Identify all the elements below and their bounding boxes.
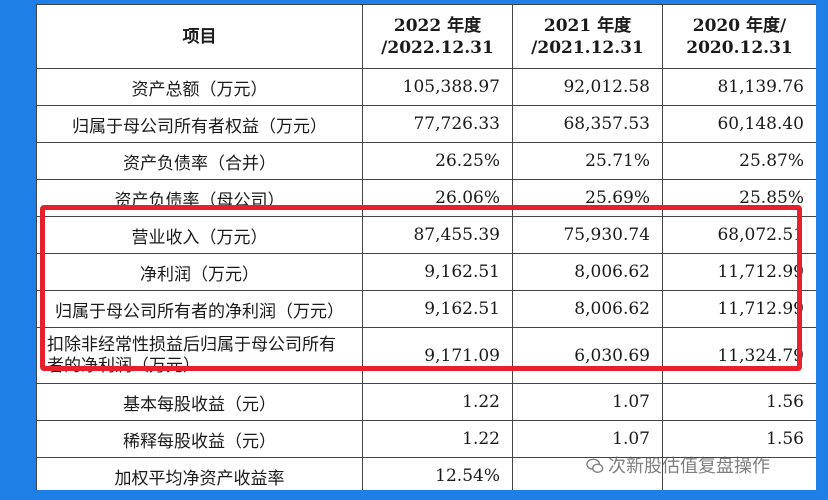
value-2022: 9,171.09 [362,327,513,384]
value-2020: 11,712.99 [662,253,816,291]
value-2022: 9,162.51 [362,290,513,328]
table-row: 加权平均净资产收益率 12.54% [36,457,816,490]
header-2020: 2020 年度/2020.12.31 [662,4,816,69]
value-2020: 1.56 [662,383,816,421]
row-label: 基本每股收益（元） [36,383,363,421]
table-row: 扣除非经常性损益后归属于母公司所有 者的净利润（万元） 9,171.09 6,03… [36,327,816,384]
value-2021: 68,357.53 [512,105,663,143]
value-2022: 1.22 [362,420,513,458]
header-2021: 2021 年度/2021.12.31 [512,4,663,69]
table-row: 营业收入（万元） 87,455.39 75,930.74 68,072.51 [36,216,816,254]
value-2021: 92,012.58 [512,68,663,106]
value-2020: 1.56 [662,420,816,458]
row-label: 加权平均净资产收益率 [36,457,363,490]
table-row: 归属于母公司所有者权益（万元） 77,726.33 68,357.53 60,1… [36,105,816,143]
table-header-row: 项目 2022 年度/2022.12.31 2021 年度/2021.12.31… [36,4,816,69]
financial-table: 项目 2022 年度/2022.12.31 2021 年度/2021.12.31… [36,4,816,490]
value-2021: 75,930.74 [512,216,663,254]
row-label: 资产负债率（母公司） [36,179,363,217]
row-label: 稀释每股收益（元） [36,420,363,458]
value-2020: 25.85% [662,179,816,217]
row-label: 归属于母公司所有者权益（万元） [36,105,363,143]
wechat-watermark: 次新股估值复盘操作 [586,452,770,478]
document-frame: 项目 2022 年度/2022.12.31 2021 年度/2021.12.31… [36,4,816,490]
row-label: 净利润（万元） [36,253,363,291]
value-2021: 6,030.69 [512,327,663,384]
value-2022: 87,455.39 [362,216,513,254]
value-2022: 77,726.33 [362,105,513,143]
table-row: 净利润（万元） 9,162.51 8,006.62 11,712.99 [36,253,816,291]
value-2021: 8,006.62 [512,290,663,328]
row-label: 资产负债率（合并） [36,142,363,180]
value-2021: 25.69% [512,179,663,217]
value-2020: 11,712.99 [662,290,816,328]
table-row: 资产负债率（母公司） 26.06% 25.69% 25.85% [36,179,816,217]
value-2021: 8,006.62 [512,253,663,291]
value-2020 [662,457,816,490]
value-2022: 1.22 [362,383,513,421]
table-row: 资产总额（万元） 105,388.97 92,012.58 81,139.76 [36,68,816,106]
value-2022: 105,388.97 [362,68,513,106]
value-2020: 25.87% [662,142,816,180]
row-label: 资产总额（万元） [36,68,363,106]
value-2020: 11,324.79 [662,327,816,384]
row-label: 营业收入（万元） [36,216,363,254]
table-row: 归属于母公司所有者的净利润（万元） 9,162.51 8,006.62 11,7… [36,290,816,328]
row-label: 扣除非经常性损益后归属于母公司所有 者的净利润（万元） [36,327,363,384]
value-2022: 26.25% [362,142,513,180]
value-2020: 68,072.51 [662,216,816,254]
table-row: 稀释每股收益（元） 1.22 1.07 1.56 [36,420,816,458]
value-2022: 26.06% [362,179,513,217]
table-row: 基本每股收益（元） 1.22 1.07 1.56 [36,383,816,421]
value-2022: 12.54% [362,457,513,490]
value-2022: 9,162.51 [362,253,513,291]
row-label: 归属于母公司所有者的净利润（万元） [36,290,363,328]
value-2020: 60,148.40 [662,105,816,143]
value-2020: 81,139.76 [662,68,816,106]
value-2021: 25.71% [512,142,663,180]
table-row: 资产负债率（合并） 26.25% 25.71% 25.87% [36,142,816,180]
header-2022: 2022 年度/2022.12.31 [362,4,513,69]
wechat-icon [586,458,604,473]
header-item: 项目 [36,4,363,69]
watermark-text: 次新股估值复盘操作 [608,456,770,477]
value-2021: 1.07 [512,383,663,421]
